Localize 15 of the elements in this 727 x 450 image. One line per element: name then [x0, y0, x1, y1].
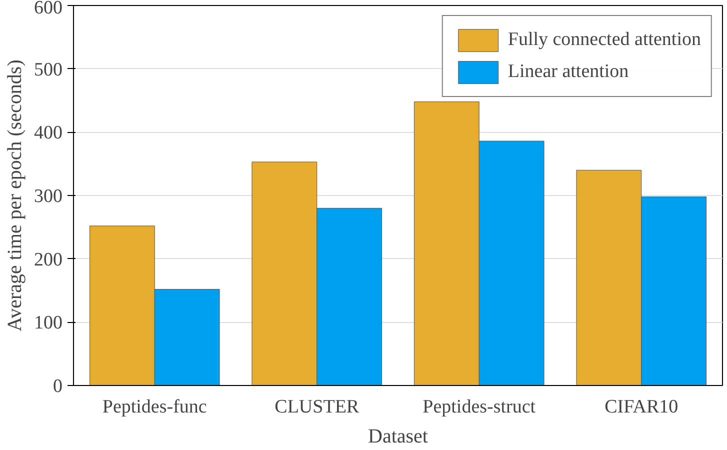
y-axis-title: Average time per epoch (seconds) — [4, 60, 26, 332]
y-tick-label: 300 — [34, 186, 62, 207]
y-tick-label: 0 — [53, 376, 62, 397]
y-tick-label: 100 — [34, 312, 62, 334]
y-tick-label: 500 — [34, 59, 62, 80]
legend-label: Fully connected attention — [508, 29, 701, 51]
x-tick-label: CIFAR10 — [604, 396, 678, 418]
y-tick-label: 400 — [34, 122, 62, 144]
x-tick-label: CLUSTER — [274, 396, 360, 418]
x-axis-title: Dataset — [368, 426, 428, 448]
x-tick-label: Peptides-func — [102, 396, 207, 418]
y-tick-label: 600 — [34, 0, 62, 18]
y-tick-label: 200 — [34, 249, 62, 270]
x-tick-label: Peptides-struct — [422, 396, 536, 418]
legend-label: Linear attention — [508, 61, 629, 83]
